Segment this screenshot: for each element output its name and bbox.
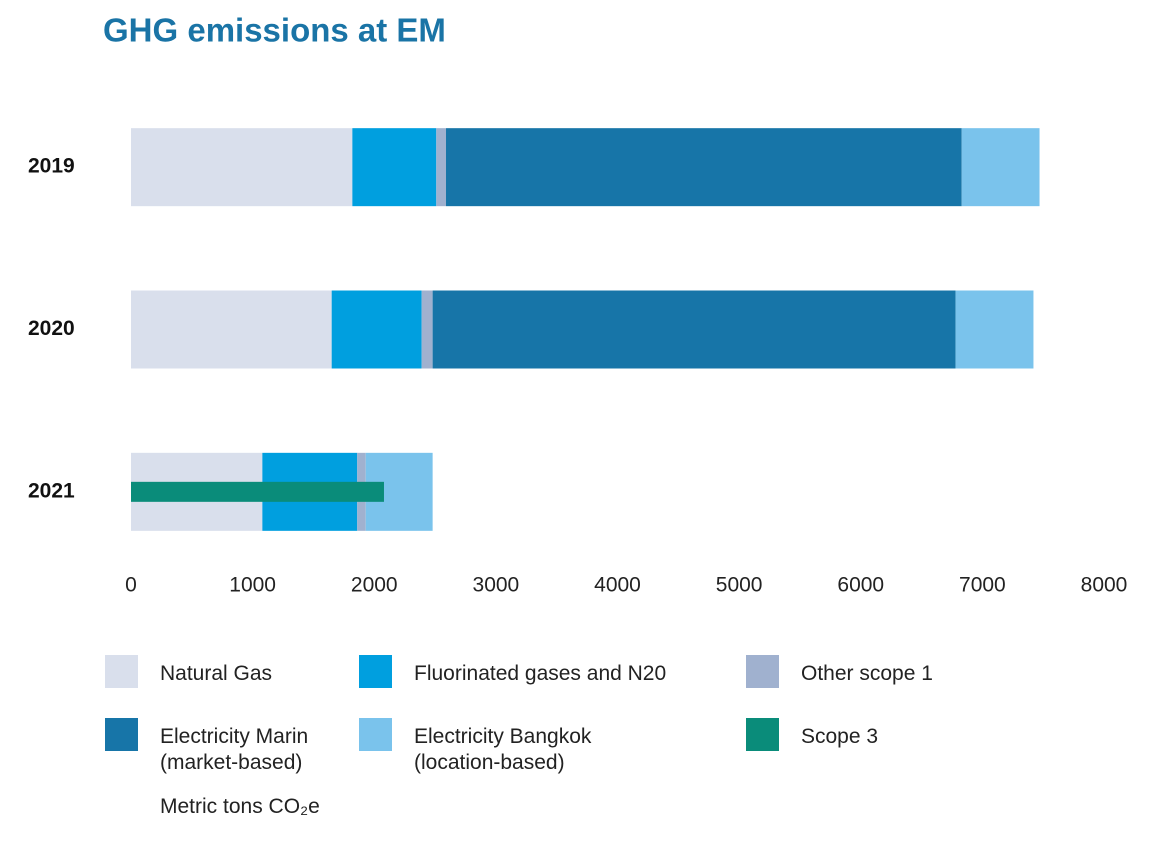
legend-label: Natural Gas	[160, 662, 273, 685]
bar-segment	[436, 128, 447, 207]
x-tick-label: 1000	[229, 574, 276, 597]
x-tick-label: 2000	[351, 574, 398, 597]
bar-segment	[331, 290, 422, 369]
bar-segment	[961, 128, 1040, 207]
x-tick-label: 8000	[1081, 574, 1128, 597]
x-tick-label: 3000	[473, 574, 520, 597]
legend-swatch	[105, 655, 138, 688]
x-tick-label: 0	[125, 574, 137, 597]
axis-unit: Metric tons CO₂e	[160, 795, 320, 818]
legend-item: Electricity Marin (market-based)	[105, 718, 308, 776]
bar-segment	[352, 128, 437, 207]
legend-label: Electricity Bangkok (location-based)	[414, 725, 592, 774]
bar-segment	[131, 128, 353, 207]
x-tick-label: 5000	[716, 574, 763, 597]
legend-label: Scope 3	[801, 725, 879, 748]
legend-swatch	[105, 718, 138, 751]
x-tick-label: 4000	[594, 574, 641, 597]
legend-label: Other scope 1	[801, 662, 933, 685]
bar-segment	[131, 290, 332, 369]
overlay-bar	[131, 481, 384, 502]
legend-swatch	[359, 718, 392, 751]
bar-segment	[421, 290, 433, 369]
bar-segment	[432, 290, 956, 369]
legend-swatch	[359, 655, 392, 688]
legend-item: Natural Gas	[105, 655, 272, 688]
legend-swatch	[746, 655, 779, 688]
y-tick-label: 2019	[28, 155, 75, 178]
legend-item: Scope 3	[746, 718, 878, 751]
x-tick-label: 7000	[959, 574, 1006, 597]
y-tick-label: 2021	[28, 479, 75, 502]
bar-segment	[955, 290, 1034, 369]
y-tick-label: 2020	[28, 317, 75, 340]
legend-label: Electricity Marin (market-based)	[160, 725, 309, 774]
legend-item: Fluorinated gases and N20	[359, 655, 666, 688]
legend-item: Electricity Bangkok (location-based)	[359, 718, 591, 776]
bar-segment	[446, 128, 962, 207]
legend-item: Other scope 1	[746, 655, 933, 688]
legend-label: Fluorinated gases and N20	[414, 662, 667, 685]
x-tick-label: 6000	[837, 574, 884, 597]
chart-title: GHG emissions at EM	[103, 12, 446, 49]
legend-swatch	[746, 718, 779, 751]
